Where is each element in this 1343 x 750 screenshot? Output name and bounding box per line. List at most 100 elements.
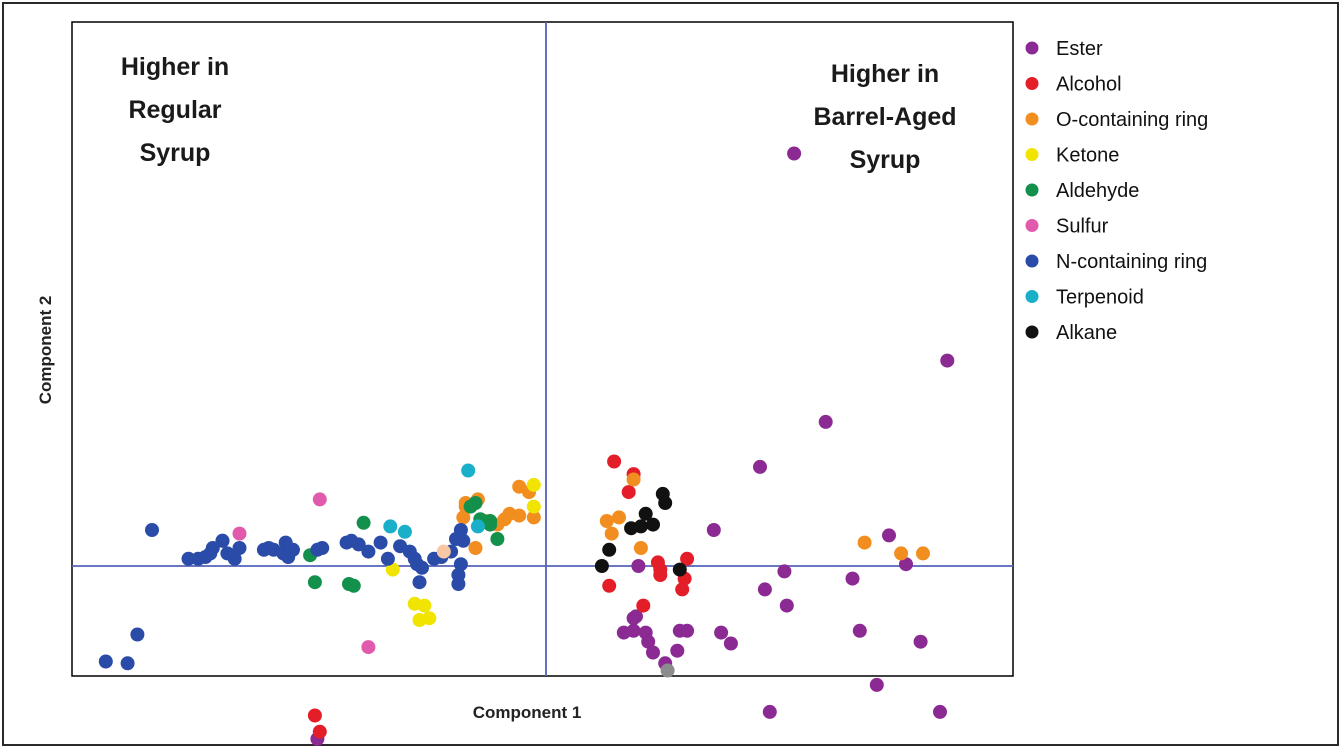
point-ester-12: [626, 623, 641, 638]
point-n-containing-ring-1: [120, 656, 135, 671]
point-o-containing-ring-9: [526, 510, 541, 525]
point-alkane-0: [594, 559, 609, 573]
point-alcohol-6: [636, 598, 651, 613]
point-ester-11: [626, 611, 641, 626]
point-n-containing-ring-25: [351, 537, 366, 552]
point-aldehyde-0: [307, 575, 322, 590]
point-alcohol-11: [653, 568, 668, 582]
legend-label-n-containing-ring: N-containing ring: [1056, 251, 1207, 273]
point-n-containing-ring-43: [412, 575, 427, 590]
annotation-0-line-1: Regular: [128, 96, 221, 124]
legend-marker-alcohol: [1025, 77, 1039, 90]
legend-label-o-containing-ring: O-containing ring: [1056, 109, 1208, 131]
point-aldehyde-2: [342, 577, 356, 591]
point-alkane-8: [672, 562, 687, 577]
point-n-containing-ring-22: [315, 541, 330, 555]
annotation-0-line-0: Higher in: [121, 53, 229, 81]
point-alcohol-0: [607, 454, 622, 469]
y-axis-title: Component 2: [36, 296, 55, 405]
point-ester-4: [757, 582, 772, 597]
point-n-containing-ring-0: [98, 654, 113, 669]
point-ester-21: [670, 643, 685, 658]
point-o-containing-ring-13: [626, 472, 641, 487]
point-sulfur-1: [232, 526, 247, 541]
point-ester-26: [845, 571, 860, 586]
point-alcohol-5: [602, 578, 617, 593]
legend-label-alkane: Alkane: [1056, 322, 1117, 344]
point-ester-22: [706, 523, 721, 537]
point-ester-19: [723, 636, 738, 651]
legend: Ester Alcohol O-containing ring Ketone Aldeh…: [1025, 38, 1208, 344]
point-o-containing-ring-17: [633, 541, 648, 555]
point-ester-28: [869, 677, 884, 692]
point-ester-14: [638, 625, 653, 640]
point-o-containing-ring-19: [894, 546, 909, 561]
annotation-1-line-1: Barrel-Aged: [813, 103, 956, 131]
point-extra-1: [660, 663, 675, 678]
point-n-containing-ring-40: [453, 557, 468, 572]
point-ester-6: [779, 598, 794, 613]
point-n-containing-ring-3: [145, 523, 159, 537]
legend-label-sulfur: Sulfur: [1056, 216, 1109, 238]
point-n-containing-ring-10: [215, 533, 230, 548]
legend-marker-alkane: [1025, 325, 1039, 339]
point-aldehyde-3: [356, 515, 371, 530]
point-ester-7: [777, 564, 792, 579]
legend-marker-n-containing-ring: [1025, 254, 1039, 268]
point-n-containing-ring-28: [380, 551, 395, 566]
point-n-containing-ring-38: [453, 523, 468, 537]
point-ester-23: [818, 414, 833, 429]
point-alkane-4: [646, 517, 660, 532]
legend-marker-aldehyde: [1025, 183, 1039, 197]
legend-label-aldehyde: Aldehyde: [1056, 180, 1139, 202]
point-o-containing-ring-14: [612, 510, 626, 525]
legend-label-ester: Ester: [1056, 38, 1103, 60]
legend-marker-ester: [1025, 41, 1039, 55]
point-aldehyde-9: [490, 532, 505, 546]
point-n-containing-ring-4: [181, 551, 196, 566]
point-aldehyde-8: [483, 514, 498, 528]
annotation-1-line-0: Higher in: [831, 60, 939, 88]
point-ester-18: [714, 625, 729, 640]
legend-marker-o-containing-ring: [1025, 112, 1039, 126]
point-n-containing-ring-33: [415, 560, 429, 575]
point-n-containing-ring-39: [456, 533, 471, 548]
point-sulfur-0: [312, 492, 327, 507]
point-ester-5: [762, 704, 777, 719]
legend-label-terpenoid: Terpenoid: [1056, 287, 1144, 309]
point-ester-25: [913, 634, 928, 649]
point-ester-24: [933, 704, 947, 719]
point-alcohol-8: [650, 555, 665, 570]
point-alkane-5: [638, 506, 653, 521]
point-alcohol-12: [680, 551, 695, 566]
point-ketone-2: [385, 562, 400, 577]
point-ketone-6: [422, 611, 437, 626]
point-ester-0: [787, 146, 802, 161]
annotation-0-line-2: Syrup: [140, 139, 211, 167]
point-terpenoid-2: [461, 463, 476, 478]
point-o-containing-ring-15: [604, 526, 619, 541]
point-ester-1: [940, 353, 955, 368]
point-alcohol-2: [621, 485, 636, 500]
point-extra-0: [436, 544, 451, 559]
point-o-containing-ring-5: [456, 510, 471, 525]
point-ketone-5: [417, 598, 432, 613]
point-ester-2: [753, 459, 767, 474]
point-terpenoid-1: [397, 524, 412, 539]
point-terpenoid-0: [383, 519, 398, 534]
point-aldehyde-5: [463, 499, 478, 514]
point-ester-27: [852, 623, 867, 638]
point-o-containing-ring-16: [599, 514, 614, 528]
point-ester-29: [882, 528, 896, 543]
point-alkane-3: [633, 519, 648, 534]
legend-marker-sulfur: [1025, 219, 1039, 232]
point-n-containing-ring-13: [232, 541, 247, 555]
point-alcohol-4: [312, 724, 327, 739]
point-ester-15: [646, 645, 660, 660]
point-alcohol-10: [675, 582, 690, 597]
legend-marker-ketone: [1025, 148, 1039, 161]
point-o-containing-ring-4: [468, 541, 483, 555]
data-points: [98, 146, 955, 746]
point-terpenoid-3: [470, 519, 485, 534]
